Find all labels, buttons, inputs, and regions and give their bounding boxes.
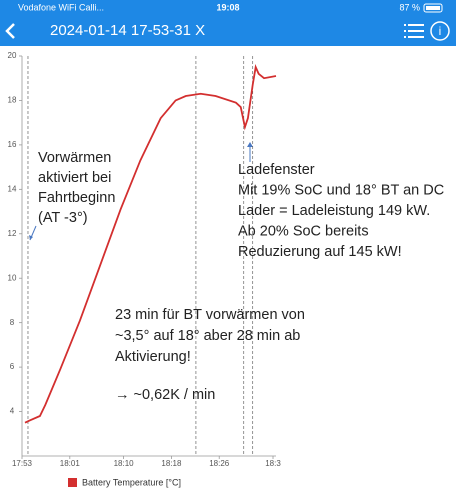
annotation-line: Reduzierung auf 145 kW! bbox=[238, 244, 402, 260]
y-tick-label: 4 bbox=[10, 407, 15, 416]
x-tick-label: 18:01 bbox=[60, 459, 81, 468]
y-tick-label: 20 bbox=[8, 51, 17, 60]
back-button[interactable] bbox=[5, 23, 15, 39]
annotation-line: (AT -3°) bbox=[38, 210, 88, 226]
annotation-line: aktiviert bei bbox=[38, 170, 111, 186]
y-tick-label: 8 bbox=[10, 318, 15, 327]
x-tick-label: 18:18 bbox=[161, 459, 182, 468]
y-tick-label: 6 bbox=[10, 362, 15, 371]
annotation-line: Aktivierung! bbox=[115, 349, 191, 365]
annotation-line: Lader = Ladeleistung 149 kW. bbox=[238, 203, 430, 219]
y-tick-label: 12 bbox=[8, 229, 17, 238]
legend-label: Battery Temperature [°C] bbox=[82, 477, 181, 487]
nav-title: 2024-01-14 17-53-31 X bbox=[50, 22, 205, 39]
annotation-line: 23 min für BT vorwärmen von bbox=[115, 307, 305, 323]
x-tick-label: 18:26 bbox=[209, 459, 230, 468]
annotation-line: ~3,5° auf 18° aber 28 min ab bbox=[115, 328, 300, 344]
arrow-head bbox=[29, 235, 33, 240]
clock: 19:08 bbox=[216, 2, 239, 12]
temperature-line bbox=[24, 64, 277, 424]
y-tick-label: 10 bbox=[8, 273, 17, 282]
y-tick-label: 16 bbox=[8, 140, 17, 149]
carrier: Vodafone WiFi Calli... bbox=[18, 2, 104, 12]
battery-icon bbox=[423, 3, 443, 13]
svg-text:i: i bbox=[439, 24, 442, 38]
annotation-line: → ~0,62K / min bbox=[115, 387, 215, 403]
x-tick-label: 18:10 bbox=[114, 459, 135, 468]
annotation-line: Ab 20% SoC bereits bbox=[238, 223, 369, 239]
y-tick-label: 14 bbox=[8, 184, 17, 193]
battery: 87 % bbox=[399, 2, 420, 12]
arrow-head bbox=[247, 142, 253, 147]
annotation-line: Vorwärmen bbox=[38, 150, 111, 166]
annotation-line: Ladefenster bbox=[238, 162, 315, 178]
x-tick-label: 17:53 bbox=[12, 459, 33, 468]
y-tick-label: 18 bbox=[8, 96, 17, 105]
legend-swatch bbox=[68, 478, 77, 487]
list-button[interactable] bbox=[404, 24, 424, 38]
app-header bbox=[0, 0, 456, 46]
x-tick-label: 18:3 bbox=[265, 459, 281, 468]
info-button[interactable]: i bbox=[430, 21, 450, 41]
battery-level bbox=[426, 6, 440, 10]
annotation-line: Mit 19% SoC und 18° BT an DC bbox=[238, 182, 444, 198]
annotation-line: Fahrtbeginn bbox=[38, 190, 115, 206]
